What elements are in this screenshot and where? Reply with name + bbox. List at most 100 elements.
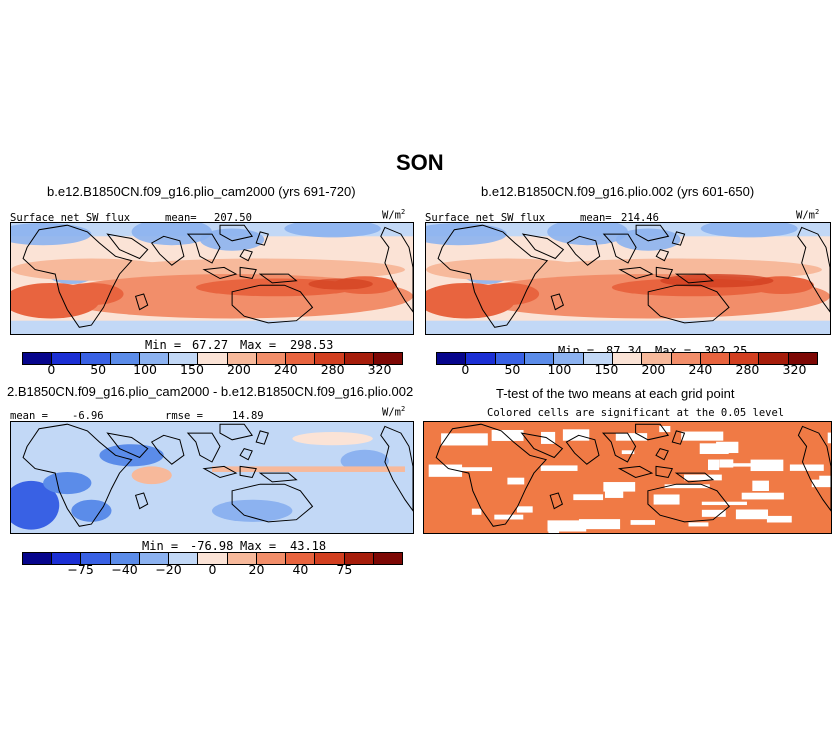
coastline [239, 448, 253, 461]
coastline [22, 423, 133, 527]
panel1-title: b.e12.B1850CN.f09_g16.plio_cam2000 (yrs … [47, 184, 356, 199]
colorbar-swatch [373, 553, 403, 564]
coastline [219, 423, 254, 441]
panel1-units: W/m2 [382, 208, 406, 222]
panel3-map [10, 421, 414, 534]
colorbar-tick-label: 50 [90, 362, 107, 377]
coastline [601, 432, 637, 463]
colorbar-tick-label: 240 [688, 362, 713, 377]
colorbar-tick-label: 75 [336, 562, 353, 577]
panel4-title: T-test of the two means at each grid poi… [496, 386, 735, 401]
north-band [11, 258, 172, 281]
negative-anomaly [71, 499, 112, 522]
panel1-max-value: 298.53 [290, 338, 334, 352]
low-flux-patch [426, 223, 507, 246]
coastline [674, 472, 715, 483]
max-flux-core [308, 278, 373, 290]
nonsignificant-cell [750, 459, 784, 472]
colorbar-tick-label: −75 [67, 562, 94, 577]
panel3-colorbar [22, 552, 403, 565]
nonsignificant-cell [681, 431, 724, 441]
nonsignificant-cell [604, 486, 624, 498]
panel4-map [423, 421, 832, 534]
colorbar-swatch [612, 353, 643, 364]
nonsignificant-cell [615, 433, 648, 441]
panel3-units: W/m2 [382, 405, 406, 419]
colorbar-tick-label: 150 [594, 362, 619, 377]
nonsignificant-cell [428, 464, 463, 477]
colorbar-tick-label: 280 [735, 362, 760, 377]
coastline [150, 434, 185, 465]
nonsignificant-cell [630, 520, 655, 525]
nonsignificant-cell [789, 464, 824, 471]
colorbar-tick-label: 100 [547, 362, 572, 377]
panel1-max-label: Max = [240, 338, 277, 352]
coastline [520, 432, 564, 459]
nonsignificant-cell [573, 494, 604, 501]
panel1-mean-value: 207.50 [214, 212, 252, 224]
colorbar-swatch [671, 353, 701, 364]
coastline [647, 284, 730, 324]
low-flux-patch [284, 223, 381, 238]
panel2-units: W/m2 [796, 208, 820, 222]
nonsignificant-cell [516, 506, 533, 513]
coastline [565, 434, 600, 465]
colorbar-swatch [524, 353, 555, 364]
colorbar-tick-label: 0 [208, 562, 217, 577]
colorbar-swatch [286, 353, 316, 364]
nonsignificant-cell [603, 482, 636, 492]
colorbar-swatch [52, 553, 82, 564]
colorbar-tick-label: 240 [273, 362, 298, 377]
panel2-variable: Surface net SW flux [425, 212, 546, 224]
panel3-rmse-label: rmse = [165, 410, 203, 422]
coastline [258, 472, 298, 483]
nonsignificant-cell [449, 467, 493, 472]
colorbar-tick-label: 0 [461, 362, 470, 377]
coastline [671, 231, 686, 246]
low-flux-patch [199, 228, 265, 251]
colorbar-swatch [110, 553, 140, 564]
positive-anomaly [292, 431, 373, 446]
colorbar-swatch [495, 353, 525, 364]
panel3-rmse-value: 14.89 [232, 410, 264, 422]
coastline [671, 430, 686, 445]
nonsignificant-cell [471, 508, 482, 515]
negative-anomaly [212, 499, 293, 522]
colorbar-tick-label: 280 [320, 362, 345, 377]
nonsignificant-cell [653, 494, 680, 505]
panel2-colorbar [436, 352, 818, 365]
colorbar-swatch [81, 353, 111, 364]
nonsignificant-cell [766, 515, 792, 523]
colorbar-swatch [286, 553, 316, 564]
coastline [655, 249, 670, 262]
panel3-mean-value: -6.96 [72, 410, 104, 422]
coastline [655, 266, 674, 280]
colorbar-swatch [788, 353, 818, 364]
panel3-title: 2.B1850CN.f09_g16.plio_cam2000 - b.e12.B… [7, 384, 414, 399]
nonsignificant-cell [699, 443, 729, 454]
coastline [186, 432, 221, 463]
negative-anomaly [99, 444, 164, 467]
colorbar-swatch [169, 553, 199, 564]
coastline [617, 465, 654, 479]
colorbar-tick-label: 100 [133, 362, 157, 377]
colorbar-swatch [139, 553, 170, 564]
coastline [239, 266, 257, 280]
nonsignificant-cell [547, 520, 587, 532]
colorbar-tick-label: −20 [155, 562, 182, 577]
colorbar-swatch [110, 353, 140, 364]
figure-title: SON [396, 150, 444, 175]
nonsignificant-cell [540, 465, 578, 471]
max-flux-core [660, 274, 774, 288]
colorbar-swatch [52, 353, 82, 364]
colorbar-swatch [373, 353, 403, 364]
panel3-max-label: Max = [240, 539, 277, 553]
panel3-min-value: -76.98 [190, 539, 234, 553]
coastline [566, 235, 601, 266]
panel2-mean-value: 214.46 [621, 212, 659, 224]
coastline [150, 235, 185, 266]
low-flux-patch [700, 223, 798, 238]
coastline [22, 224, 133, 328]
panel4-subtitle: Colored cells are significant at the 0.0… [487, 407, 785, 419]
nonsignificant-cell [441, 433, 488, 446]
